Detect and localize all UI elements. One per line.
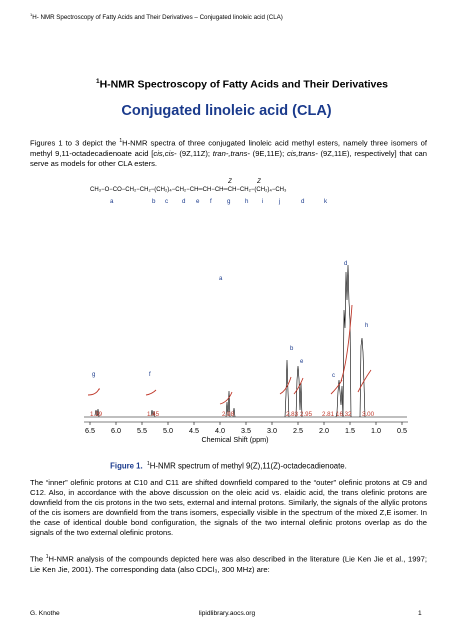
running-header: 1H- NMR Spectroscopy of Fatty Acids and …: [30, 12, 283, 22]
atom-label: h: [245, 198, 249, 205]
atom-label: f: [210, 198, 212, 205]
atom-label: i: [262, 198, 263, 205]
page-number: 1: [418, 610, 422, 617]
series-title: 1H-NMR Spectroscopy of Fatty Acids and T…: [95, 78, 389, 91]
spectrum-trace: [94, 264, 366, 418]
atom-label: e: [196, 198, 200, 205]
footer-link[interactable]: lipidlibrary.aocs.org: [198, 610, 256, 617]
x-axis-label: Chemical Shift (ppm): [201, 435, 268, 444]
x-tick-label: 0.5: [397, 426, 407, 435]
atom-label: j: [278, 198, 280, 205]
x-axis-ticks: 6.5 6.0 5.5 5.0 4.5 4.0 3.5 3.0 2.5 2.0 1.5 1.0 0.5: [85, 422, 407, 435]
integral-value: 2.95: [300, 411, 313, 418]
integral-value: 2.98: [222, 411, 235, 418]
x-tick-label: 4.5: [189, 426, 199, 435]
figure-caption: Figure 1. 1H-NMR spectrum of methyl 9(Z)…: [110, 461, 347, 471]
peak-label-h: h: [365, 323, 368, 329]
atom-label: g: [227, 198, 231, 205]
x-tick-label: 3.0: [267, 426, 277, 435]
x-tick-label: 5.5: [137, 426, 147, 435]
peak-label-f: f: [149, 372, 151, 378]
integral-values: 1.39 1.45 2.98 2.83 2.95 2.81 16.32 3.00: [90, 411, 375, 418]
peak-label-c: c: [332, 373, 335, 379]
x-tick-label: 6.5: [85, 426, 95, 435]
peak-label-g: g: [92, 372, 95, 378]
x-tick-label: 1.5: [345, 426, 355, 435]
peak-label-b: b: [290, 346, 294, 352]
footer-author: G. Knothe: [30, 610, 60, 617]
integral-value: 16.32: [336, 411, 352, 418]
peak-label-d: d: [344, 261, 347, 267]
atom-label: d: [182, 198, 186, 205]
integral-value: 3.00: [362, 411, 375, 418]
x-tick-label: 2.0: [319, 426, 329, 435]
body-paragraph-2: The “inner” olefinic protons at C10 and …: [30, 478, 427, 537]
z-label: Z: [227, 179, 232, 185]
nmr-figure: Z Z CH₃−O−CO−CH₂−CH₂−(CH₂)₄−CH₂−CH═CH−CH…: [84, 179, 408, 444]
page-title: Conjugated linoleic acid (CLA): [121, 103, 332, 119]
x-tick-label: 2.5: [293, 426, 303, 435]
integral-value: 2.81: [322, 411, 335, 418]
intro-paragraph: Figures 1 to 3 depict the 1H-NMR spectra…: [30, 138, 428, 168]
atom-label: c: [165, 198, 168, 205]
peak-labels: g f a b e c d h: [92, 261, 368, 379]
peak-label-a: a: [219, 276, 223, 282]
peak-label-e: e: [300, 359, 304, 365]
integral-value: 1.45: [147, 411, 160, 418]
atom-label: d: [301, 198, 305, 205]
z-label: Z: [256, 179, 261, 185]
integral-value: 2.83: [286, 411, 299, 418]
x-tick-label: 3.5: [241, 426, 251, 435]
body-paragraph-3: The 1H-NMR analysis of the compounds dep…: [30, 554, 427, 574]
x-tick-label: 4.0: [215, 426, 225, 435]
x-tick-label: 6.0: [111, 426, 121, 435]
integral-value: 1.39: [90, 411, 103, 418]
atom-label: b: [152, 198, 156, 205]
x-tick-label: 5.0: [163, 426, 173, 435]
structure-formula: CH₃−O−CO−CH₂−CH₂−(CH₂)₄−CH₂−CH═CH−CH═CH−…: [90, 187, 287, 193]
atom-label: k: [324, 198, 328, 205]
atom-label: a: [110, 198, 114, 205]
x-tick-label: 1.0: [371, 426, 381, 435]
integral-curves: [87, 304, 372, 405]
